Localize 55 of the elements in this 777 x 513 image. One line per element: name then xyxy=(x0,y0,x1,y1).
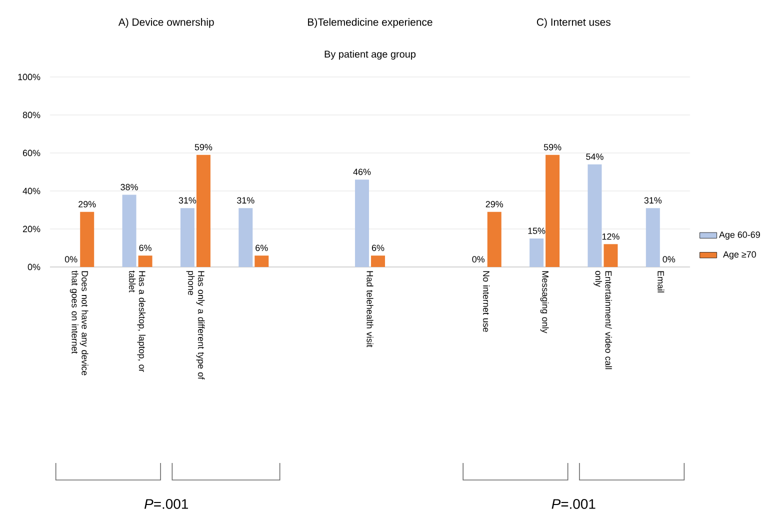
bar xyxy=(180,208,194,267)
bar xyxy=(238,208,253,267)
bar xyxy=(604,244,618,267)
y-tick-label: 20% xyxy=(22,226,40,232)
data-label: 29% xyxy=(486,201,504,208)
x-tick-label: Has a desktop, laptop, or tablet xyxy=(129,270,146,372)
bar xyxy=(122,194,136,267)
data-label: 31% xyxy=(237,197,254,204)
data-label: 6% xyxy=(256,244,268,252)
data-label: 31% xyxy=(644,197,662,204)
data-label: 6% xyxy=(372,244,384,252)
bar xyxy=(80,212,94,267)
x-tick-label: Email xyxy=(658,271,664,292)
data-label: 59% xyxy=(544,144,562,150)
text: C) Internet uses xyxy=(536,18,610,28)
bar xyxy=(138,256,152,267)
text: P=.001 xyxy=(552,499,596,509)
x-tick-label: Had telehealth visit xyxy=(366,271,374,348)
y-tick-label: 60% xyxy=(22,150,40,156)
x-tick-label: No internet use xyxy=(483,271,490,332)
bar xyxy=(646,208,660,267)
bar xyxy=(530,238,544,267)
bar xyxy=(355,180,370,267)
data-label: 0% xyxy=(662,256,676,262)
y-tick-label: 100% xyxy=(18,74,40,80)
text: A) Device ownership xyxy=(118,18,214,28)
bar xyxy=(546,154,560,267)
legend-label: Age ≥70 xyxy=(723,251,756,260)
data-label: 0% xyxy=(472,256,485,262)
data-label: 54% xyxy=(586,154,604,160)
bar xyxy=(371,256,386,267)
data-label: 46% xyxy=(353,168,371,176)
x-tick-label: Entertainment/ video call only xyxy=(594,270,612,370)
x-tick-label: Messaging only xyxy=(540,271,549,334)
bar xyxy=(196,154,210,267)
bar xyxy=(254,256,269,267)
data-label: 6% xyxy=(139,244,152,252)
text: P=.001 xyxy=(144,499,188,509)
data-label: 31% xyxy=(178,197,196,204)
y-tick-label: 0% xyxy=(28,264,40,270)
data-label: 15% xyxy=(528,228,546,234)
bar xyxy=(487,212,502,267)
chart-subtitle: By patient age group xyxy=(324,50,416,60)
data-label: 29% xyxy=(78,201,96,208)
y-tick-label: 80% xyxy=(22,112,40,118)
data-label: 59% xyxy=(194,144,212,150)
data-label: 38% xyxy=(120,184,138,190)
data-label: 12% xyxy=(602,233,620,240)
legend-label: Age 60-69 xyxy=(719,232,760,240)
bar xyxy=(588,164,602,267)
x-tick-label: Has only a different type of phone xyxy=(186,271,205,380)
data-label: 0% xyxy=(64,256,78,262)
text: B)Telemedicine experience xyxy=(308,18,432,28)
x-tick-label: Does not have any device that goes on internet xyxy=(70,270,88,376)
y-tick-label: 40% xyxy=(22,188,40,194)
